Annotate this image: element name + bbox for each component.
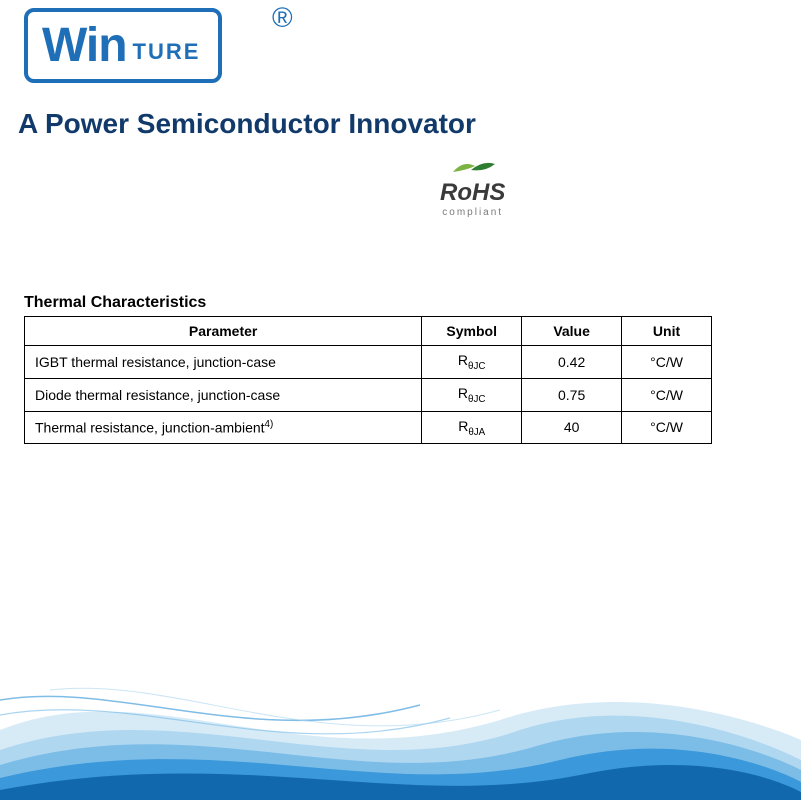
cell-value: 40 <box>522 411 622 444</box>
cell-parameter: IGBT thermal resistance, junction-case <box>25 346 422 379</box>
logo-text-primary: Win <box>42 18 127 73</box>
col-value: Value <box>522 317 622 346</box>
thermal-characteristics-table: Parameter Symbol Value Unit IGBT thermal… <box>24 316 712 444</box>
col-unit: Unit <box>622 317 712 346</box>
cell-value: 0.75 <box>522 378 622 411</box>
cell-symbol: RθJA <box>422 411 522 444</box>
table-row: IGBT thermal resistance, junction-case R… <box>25 346 712 379</box>
cell-value: 0.42 <box>522 346 622 379</box>
rohs-badge: RoHS compliant <box>440 158 505 218</box>
cell-unit: °C/W <box>622 378 712 411</box>
leaf-icon <box>451 163 495 180</box>
cell-unit: °C/W <box>622 411 712 444</box>
cell-unit: °C/W <box>622 346 712 379</box>
rohs-label: RoHS <box>440 181 505 205</box>
registered-icon: ® <box>272 2 293 34</box>
rohs-sublabel: compliant <box>440 207 505 218</box>
cell-symbol: RθJC <box>422 378 522 411</box>
brand-logo: Win TURE <box>24 8 222 83</box>
col-symbol: Symbol <box>422 317 522 346</box>
col-parameter: Parameter <box>25 317 422 346</box>
tagline: A Power Semiconductor Innovator <box>18 108 476 140</box>
cell-parameter: Thermal resistance, junction-ambient4) <box>25 411 422 444</box>
table-row: Diode thermal resistance, junction-case … <box>25 378 712 411</box>
section-title: Thermal Characteristics <box>24 294 206 312</box>
cell-symbol: RθJC <box>422 346 522 379</box>
wave-decoration <box>0 610 801 800</box>
table-row: Thermal resistance, junction-ambient4) R… <box>25 411 712 444</box>
cell-parameter: Diode thermal resistance, junction-case <box>25 378 422 411</box>
table-header-row: Parameter Symbol Value Unit <box>25 317 712 346</box>
logo-text-secondary: TURE <box>133 39 201 65</box>
